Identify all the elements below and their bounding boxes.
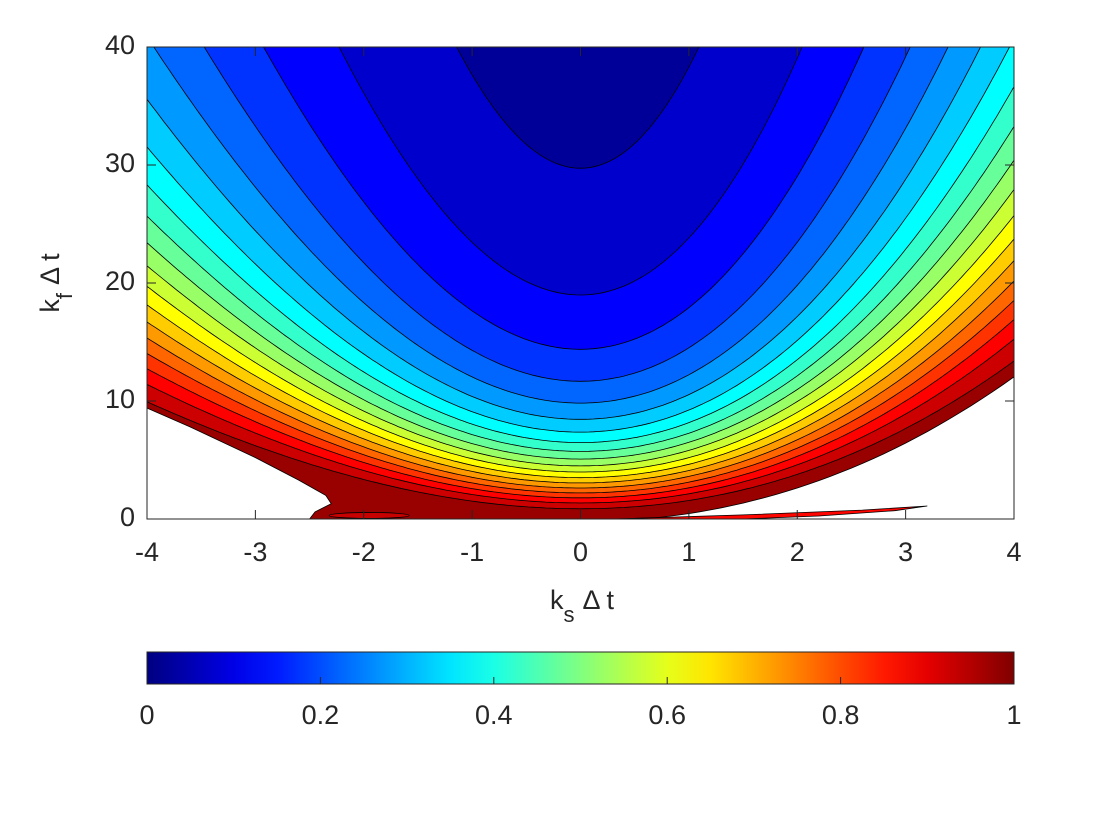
unstable-region: [585, 376, 1014, 519]
x-tick-label: -4: [135, 537, 159, 567]
x-label-sub: s: [563, 602, 574, 627]
colorbar-tick-label: 0.4: [475, 700, 513, 730]
unstable-region: [147, 407, 332, 519]
y-axis-label: kf Δ t: [35, 253, 77, 313]
y-tick-label: 20: [105, 266, 135, 296]
x-tick-label: 2: [790, 537, 805, 567]
contour-band: [147, 360, 1014, 519]
y-tick-label: 10: [105, 384, 135, 414]
x-axis-label: ks Δ t: [550, 585, 615, 627]
x-label-rest: Δ t: [582, 585, 614, 615]
colorbar-tick-label: 0.2: [302, 700, 340, 730]
y-tick-label: 30: [105, 148, 135, 178]
y-label-sub: f: [52, 292, 77, 299]
colorbar: [146, 651, 1015, 685]
y-tick-label: 0: [120, 502, 135, 532]
x-tick-label: 4: [1006, 537, 1021, 567]
x-tick-label: 1: [681, 537, 696, 567]
y-label-rest: Δ t: [35, 253, 65, 285]
y-label-main: k: [35, 299, 65, 313]
x-tick-label: 0: [573, 537, 588, 567]
colorbar-tick-label: 1: [1006, 700, 1021, 730]
x-tick-label: -2: [352, 537, 376, 567]
y-tick-label: 40: [105, 30, 135, 60]
colorbar-tick-label: 0.8: [822, 700, 860, 730]
x-tick-label: -3: [243, 537, 267, 567]
contour-plot: [147, 47, 1014, 519]
stable-island: [328, 512, 410, 519]
colorbar-tick-label: 0: [139, 700, 154, 730]
x-label-main: k: [550, 585, 564, 615]
colorbar-tick-label: 0.6: [648, 700, 686, 730]
x-tick-label: -1: [460, 537, 484, 567]
x-tick-label: 3: [898, 537, 913, 567]
